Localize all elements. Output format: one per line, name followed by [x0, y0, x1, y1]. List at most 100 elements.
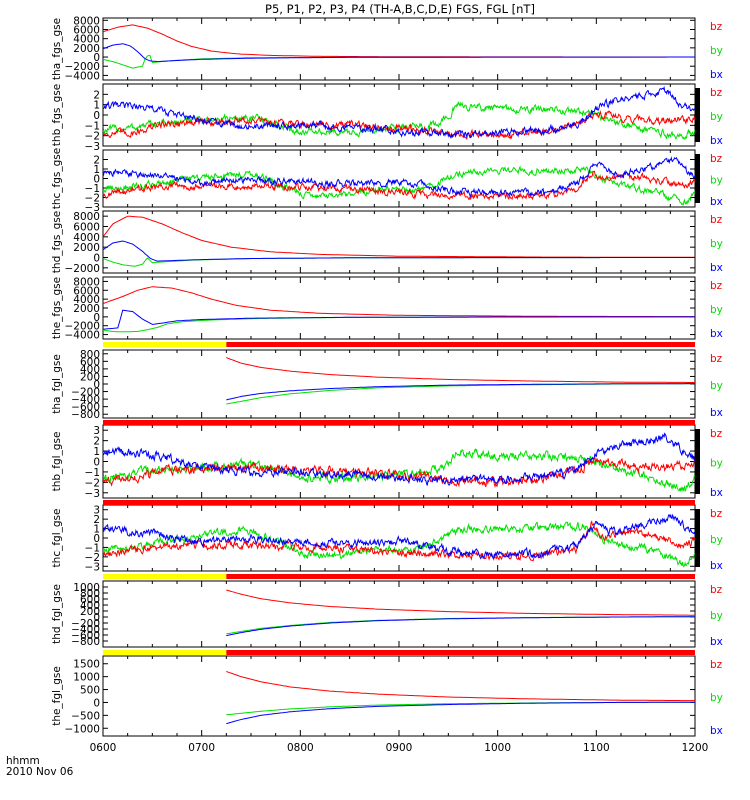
- y-tick-label: 1000: [73, 672, 100, 684]
- y-tick-label: −200: [71, 618, 100, 630]
- y-tick-label: 2000: [73, 242, 100, 254]
- y-axis-label: thc_fgs_gse: [51, 148, 63, 209]
- series-bz: [103, 109, 695, 141]
- y-tick-label: −1000: [64, 723, 100, 735]
- y-tick-label: 3: [93, 425, 100, 437]
- y-tick-label: 0: [93, 312, 100, 324]
- legend-bx: bx: [710, 69, 723, 81]
- y-tick-label: 200: [80, 606, 100, 618]
- legend-by: by: [710, 458, 723, 470]
- y-tick-label: −1: [85, 183, 100, 195]
- y-axis-label: the_fgl_gse: [51, 666, 63, 726]
- y-tick-label: 800: [80, 349, 100, 361]
- y-tick-label: 2: [93, 436, 100, 448]
- y-tick-label: 600: [80, 356, 100, 368]
- legend-bz: bz: [710, 353, 723, 365]
- data-gap-marker: [695, 429, 700, 494]
- status-bar-red: [103, 420, 695, 425]
- series-bx: [226, 383, 695, 401]
- y-tick-label: 1: [93, 164, 100, 176]
- panel-frame: [102, 210, 696, 274]
- y-tick-label: 0: [93, 457, 100, 469]
- y-tick-label: 1000: [73, 582, 100, 594]
- legend-bz: bz: [710, 508, 723, 520]
- y-tick-label: 0: [93, 174, 100, 186]
- legend-bx: bx: [710, 487, 723, 499]
- figure-title: P5, P1, P2, P3, P4 (TH-A,B,C,D,E) FGS, F…: [265, 2, 535, 16]
- y-tick-label: 4000: [73, 34, 100, 46]
- y-tick-label: 1: [93, 100, 100, 112]
- series-bz: [103, 457, 695, 489]
- y-tick-label: −2000: [64, 61, 100, 73]
- series-by: [226, 383, 695, 405]
- time-axis-label-date: 2010 Nov 06: [6, 766, 74, 778]
- y-tick-label: 8000: [73, 15, 100, 27]
- status-bar-red: [226, 574, 696, 579]
- panel-thc_fgs_gse: 210−1−2−3 thc_fgs_gse bz by bx: [51, 148, 723, 214]
- legend-by: by: [710, 238, 723, 250]
- data-gap-marker: [695, 509, 700, 567]
- y-tick-label: −400: [71, 624, 100, 636]
- legend: bz by bx: [710, 153, 723, 208]
- legend-bx: bx: [710, 636, 723, 648]
- legend-by: by: [710, 111, 723, 123]
- status-bar-red: [226, 650, 696, 655]
- legend-by: by: [710, 692, 723, 704]
- x-tick-label: 1000: [484, 742, 511, 754]
- y-tick-label: −2: [85, 552, 100, 564]
- y-tick-label: −400: [71, 394, 100, 406]
- status-bar-red: [103, 500, 695, 505]
- legend-by: by: [710, 534, 723, 546]
- series-bx: [103, 43, 695, 63]
- y-tick-label: −600: [71, 630, 100, 642]
- series-bx: [103, 240, 695, 262]
- y-tick-label: 8000: [73, 276, 100, 288]
- status-bars: [103, 342, 696, 655]
- legend: bz by bx: [710, 353, 723, 419]
- y-axis-label: thb_fgl_gse: [51, 432, 63, 492]
- x-tick-label: 1200: [682, 742, 709, 754]
- y-tick-label: 200: [80, 371, 100, 383]
- x-tick-label: 0700: [188, 742, 215, 754]
- x-tick-label: 1100: [583, 742, 610, 754]
- legend-bx: bx: [710, 262, 723, 274]
- y-tick-label: −1: [85, 467, 100, 479]
- y-tick-label: 2000: [73, 43, 100, 55]
- y-tick-label: −2: [85, 193, 100, 205]
- legend-bx: bx: [710, 196, 723, 208]
- legend: bz by bx: [710, 21, 723, 81]
- y-tick-label: 0: [93, 52, 100, 64]
- status-bar-yellow: [103, 650, 227, 655]
- y-tick-label: 400: [80, 364, 100, 376]
- y-tick-label: 6000: [73, 285, 100, 297]
- status-bar-yellow: [103, 574, 227, 579]
- series-by: [103, 521, 695, 568]
- y-tick-label: 0: [93, 253, 100, 265]
- legend-bz: bz: [710, 214, 723, 226]
- y-tick-label: −2: [85, 131, 100, 143]
- legend: bz by bx: [710, 428, 723, 499]
- x-tick-label: 0800: [287, 742, 314, 754]
- series-bz: [103, 215, 695, 258]
- y-tick-label: 4000: [73, 294, 100, 306]
- y-tick-label: 3: [93, 505, 100, 517]
- y-tick-label: 2000: [73, 303, 100, 315]
- y-tick-label: −200: [71, 387, 100, 399]
- y-tick-label: 600: [80, 594, 100, 606]
- x-tick-label: 0900: [386, 742, 413, 754]
- series-bz: [226, 589, 695, 616]
- series-bx: [103, 85, 695, 139]
- series-bz: [103, 24, 695, 58]
- series-bx: [103, 309, 695, 330]
- legend-bx: bx: [710, 328, 723, 340]
- y-tick-label: −4000: [64, 70, 100, 82]
- y-tick-label: −3: [85, 141, 100, 153]
- series-bz: [103, 170, 695, 202]
- legend-by: by: [710, 610, 723, 622]
